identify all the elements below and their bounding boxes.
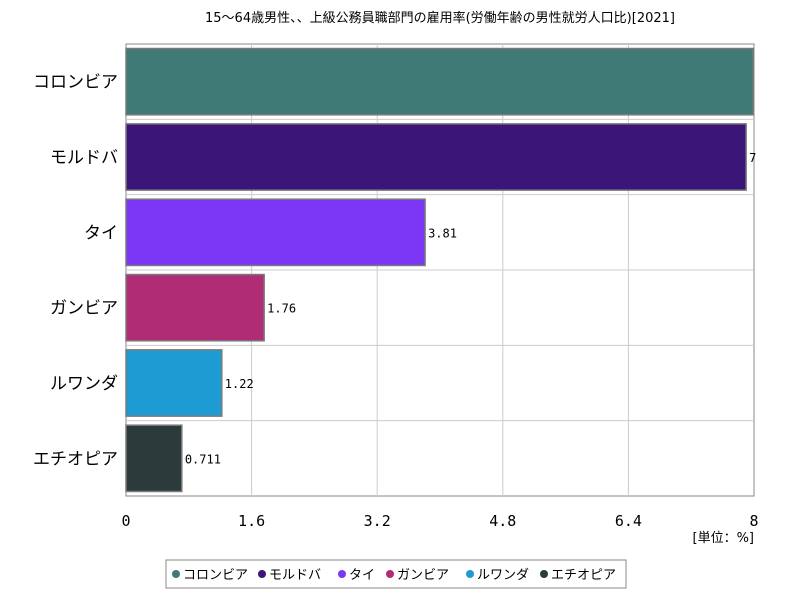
x-tick-label: 3.2 [364,512,391,530]
x-tick-label: 1.6 [238,512,265,530]
data-label: 1.22 [225,377,254,391]
category-label: ルワンダ [50,374,118,394]
x-tick-label: 0 [121,512,130,530]
legend-marker [386,570,394,578]
data-label: 3.81 [428,226,457,240]
legend-label: モルドバ [269,568,321,583]
legend-label: ガンビア [397,568,449,583]
category-label: コロンビア [33,73,118,93]
grid-lines [126,44,754,496]
unit-label: [単位：%] [693,530,755,546]
data-label: 1.76 [267,302,296,316]
category-label: タイ [84,223,118,243]
x-tick-label: 4.8 [489,512,516,530]
chart-title: 15～64歳男性、、上級公務員職部門の雇用率(労働年齢の男性就労人口比)[202… [205,10,675,26]
bar [125,123,747,191]
legend-label: エチオピア [551,568,616,583]
x-tick-labels: 0 1.6 3.2 4.8 6.4 8 [121,512,758,530]
legend: コロンビア モルドバ タイ ガンビア ルワンダ エチオピア [165,559,627,589]
category-label: エチオピア [33,449,118,469]
legend-marker [466,570,474,578]
data-label: 0.711 [185,452,221,466]
data-label: 7 [749,151,756,165]
bar [125,349,223,417]
bars [125,47,754,493]
bar [125,273,265,342]
category-label: モルドバ [50,148,118,168]
legend-label: タイ [349,568,375,583]
x-tick-label: 8 [749,512,758,530]
category-label: ガンビア [50,299,118,319]
legend-marker [172,570,180,578]
x-tick-label: 6.4 [615,512,642,530]
value-labels: 7 3.81 1.76 1.22 0.711 [185,151,757,466]
bar [125,47,754,116]
legend-label: コロンビア [183,568,248,583]
bar [125,198,426,267]
legend-label: ルワンダ [477,568,529,583]
legend-marker [258,570,266,578]
legend-box [165,559,627,589]
legend-marker [540,570,548,578]
bar [125,424,183,493]
legend-marker [338,570,346,578]
